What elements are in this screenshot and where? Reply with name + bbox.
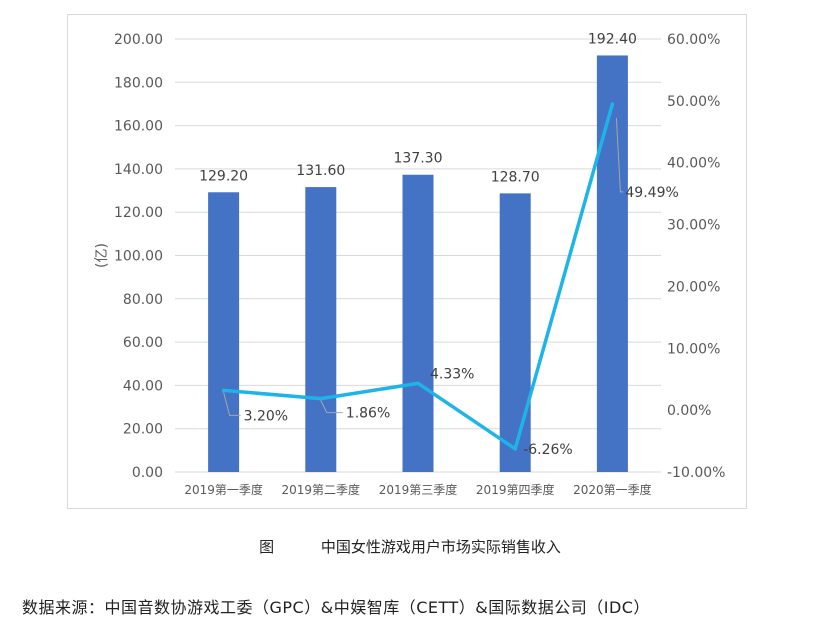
line-label-3: 4.33% [430, 366, 474, 382]
growth-point-4 [513, 447, 517, 451]
caption-prefix: 图 [259, 538, 275, 556]
x-tick-label: 2019第三季度 [379, 482, 458, 497]
x-tick-label: 2020第一季度 [573, 482, 652, 497]
bar-4 [499, 193, 531, 472]
bar-label-4: 128.70 [491, 169, 540, 185]
y2-tick-label: 60.00% [667, 32, 720, 48]
x-tick-label: 2019第四季度 [476, 482, 555, 497]
leader-line [615, 117, 624, 193]
y-tick-label: 180.00 [114, 75, 163, 91]
bar-5 [596, 55, 628, 472]
line-label-1: 3.20% [244, 408, 288, 424]
leader-line [223, 392, 241, 416]
bar-1 [208, 192, 240, 473]
data-source: 数据来源：中国音数协游戏工委（GPC）&中娱智库（CETT）&国际数据公司（ID… [22, 598, 650, 617]
y2-tick-label: 30.00% [667, 218, 720, 234]
y2-tick-label: 0.00% [667, 403, 711, 419]
y-tick-label: 80.00 [123, 292, 163, 308]
growth-point-5 [610, 102, 615, 106]
y-tick-label: 160.00 [114, 119, 163, 135]
bar-label-1: 129.20 [199, 168, 248, 184]
y2-tick-label: -10.00% [667, 465, 725, 481]
line-label-4: -6.26% [523, 442, 573, 458]
chart-frame: 0.00 20.00 40.00 60.00 80.00 100.00 120.00 140.… [67, 14, 747, 509]
y-axis-label: (亿) [94, 243, 110, 268]
y-tick-label: 140.00 [114, 162, 163, 178]
bar-2 [305, 187, 337, 472]
caption-text: 中国女性游戏用户市场实际销售收入 [320, 538, 561, 556]
y-tick-label: 20.00 [123, 422, 163, 438]
growth-point-1 [221, 388, 226, 393]
bar-label-3: 137.30 [394, 151, 443, 167]
y-tick-label: 40.00 [123, 378, 163, 394]
bar-label-5: 192.40 [588, 31, 637, 47]
y-tick-label: 100.00 [114, 249, 163, 265]
line-label-5: 49.49% [625, 185, 678, 201]
growth-point-3 [416, 381, 420, 386]
combo-chart: 0.00 20.00 40.00 60.00 80.00 100.00 120.00 140.… [94, 31, 725, 497]
line-label-2: 1.86% [346, 406, 390, 422]
y-tick-label: 120.00 [114, 205, 163, 221]
y2-tick-label: 10.00% [667, 341, 720, 357]
y-tick-label: 0.00 [132, 465, 163, 481]
y2-tick-label: 40.00% [667, 156, 720, 172]
leader-line [320, 400, 343, 414]
y-tick-label: 200.00 [114, 32, 163, 48]
y2-tick-label: 20.00% [667, 279, 720, 295]
x-tick-label: 2019第一季度 [184, 482, 263, 497]
figure-caption: 图 中国女性游戏用户市场实际销售收入 [0, 536, 820, 557]
bar-3 [402, 174, 434, 473]
y2-tick-label: 50.00% [667, 94, 720, 110]
y-tick-label: 60.00 [123, 335, 163, 351]
bar-label-2: 131.60 [296, 163, 345, 179]
growth-point-2 [319, 396, 323, 401]
x-tick-label: 2019第二季度 [282, 482, 361, 497]
